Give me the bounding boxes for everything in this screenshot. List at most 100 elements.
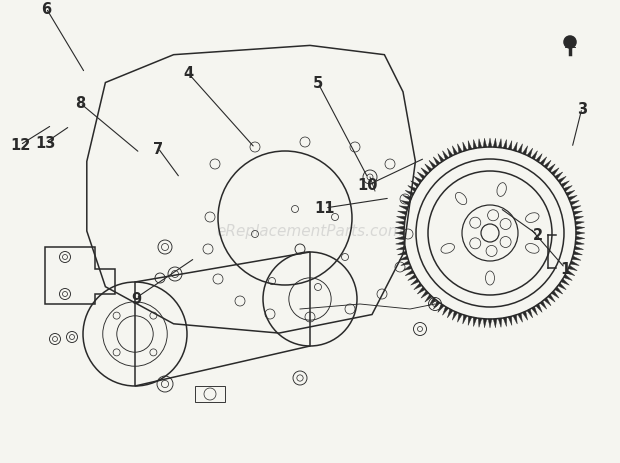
Polygon shape	[429, 298, 436, 306]
Polygon shape	[483, 139, 487, 148]
Polygon shape	[498, 319, 502, 328]
Polygon shape	[574, 212, 582, 215]
Polygon shape	[518, 144, 523, 153]
Polygon shape	[575, 242, 585, 245]
Polygon shape	[574, 217, 583, 220]
Text: 2: 2	[533, 228, 543, 243]
Polygon shape	[498, 139, 502, 149]
Polygon shape	[531, 151, 538, 160]
Polygon shape	[395, 232, 404, 235]
Polygon shape	[566, 270, 575, 276]
Polygon shape	[448, 149, 453, 157]
Text: eReplacementParts.com: eReplacementParts.com	[216, 224, 404, 239]
Polygon shape	[425, 295, 432, 302]
Polygon shape	[561, 181, 569, 188]
Polygon shape	[503, 140, 507, 149]
Text: 9: 9	[131, 291, 141, 306]
Polygon shape	[576, 227, 585, 230]
Polygon shape	[574, 251, 582, 256]
Polygon shape	[463, 143, 467, 152]
Polygon shape	[575, 222, 585, 225]
Polygon shape	[438, 304, 444, 313]
Polygon shape	[397, 251, 407, 256]
Polygon shape	[574, 247, 583, 250]
Polygon shape	[531, 307, 538, 316]
Polygon shape	[551, 291, 559, 299]
Text: 13: 13	[35, 136, 55, 151]
Polygon shape	[443, 307, 448, 316]
Polygon shape	[403, 196, 412, 201]
Polygon shape	[468, 141, 472, 150]
Polygon shape	[561, 279, 569, 286]
Polygon shape	[494, 139, 497, 148]
Polygon shape	[399, 206, 408, 211]
Text: 6: 6	[41, 1, 51, 17]
Polygon shape	[405, 191, 414, 197]
Polygon shape	[488, 319, 492, 328]
Polygon shape	[443, 151, 448, 160]
Polygon shape	[478, 139, 482, 149]
Polygon shape	[410, 181, 419, 188]
Polygon shape	[508, 141, 512, 150]
Text: 10: 10	[358, 178, 378, 193]
Polygon shape	[414, 283, 422, 290]
Polygon shape	[513, 143, 517, 152]
Polygon shape	[536, 304, 542, 313]
Polygon shape	[570, 201, 579, 206]
Polygon shape	[453, 146, 458, 156]
Polygon shape	[414, 177, 422, 184]
Polygon shape	[555, 288, 563, 294]
Polygon shape	[403, 266, 412, 271]
Text: 7: 7	[153, 141, 163, 156]
Polygon shape	[478, 319, 482, 328]
Polygon shape	[473, 318, 477, 327]
Text: 11: 11	[315, 201, 335, 216]
Polygon shape	[483, 319, 487, 328]
Polygon shape	[527, 149, 533, 157]
Polygon shape	[433, 157, 440, 166]
Polygon shape	[508, 317, 512, 326]
Polygon shape	[570, 261, 579, 266]
Polygon shape	[572, 206, 581, 211]
Polygon shape	[566, 191, 575, 197]
Polygon shape	[576, 237, 585, 240]
Polygon shape	[438, 154, 444, 163]
Polygon shape	[408, 275, 417, 281]
Text: 8: 8	[75, 96, 85, 111]
Text: 4: 4	[183, 66, 193, 81]
Polygon shape	[458, 144, 463, 153]
Polygon shape	[473, 140, 477, 149]
Polygon shape	[494, 319, 497, 328]
Text: 12: 12	[10, 138, 30, 153]
Polygon shape	[468, 317, 472, 326]
Polygon shape	[518, 313, 523, 323]
Text: 3: 3	[577, 101, 587, 116]
Polygon shape	[453, 312, 458, 320]
Polygon shape	[417, 288, 425, 294]
Polygon shape	[458, 313, 463, 323]
Polygon shape	[527, 309, 533, 318]
Polygon shape	[544, 161, 551, 169]
Polygon shape	[540, 157, 547, 166]
Polygon shape	[448, 309, 453, 318]
Polygon shape	[540, 301, 547, 310]
Circle shape	[564, 37, 576, 49]
Polygon shape	[396, 217, 405, 220]
Polygon shape	[558, 177, 566, 184]
Polygon shape	[401, 201, 410, 206]
Polygon shape	[564, 186, 572, 192]
Polygon shape	[410, 279, 419, 286]
Polygon shape	[555, 173, 563, 180]
Polygon shape	[523, 312, 528, 320]
Polygon shape	[544, 298, 551, 306]
Polygon shape	[536, 154, 542, 163]
Polygon shape	[421, 169, 428, 176]
Polygon shape	[433, 301, 440, 310]
Polygon shape	[408, 186, 417, 192]
Polygon shape	[572, 257, 581, 261]
Polygon shape	[396, 247, 405, 250]
Text: 5: 5	[313, 76, 323, 91]
Polygon shape	[417, 173, 425, 180]
Text: 1: 1	[560, 261, 570, 276]
Polygon shape	[547, 295, 555, 302]
